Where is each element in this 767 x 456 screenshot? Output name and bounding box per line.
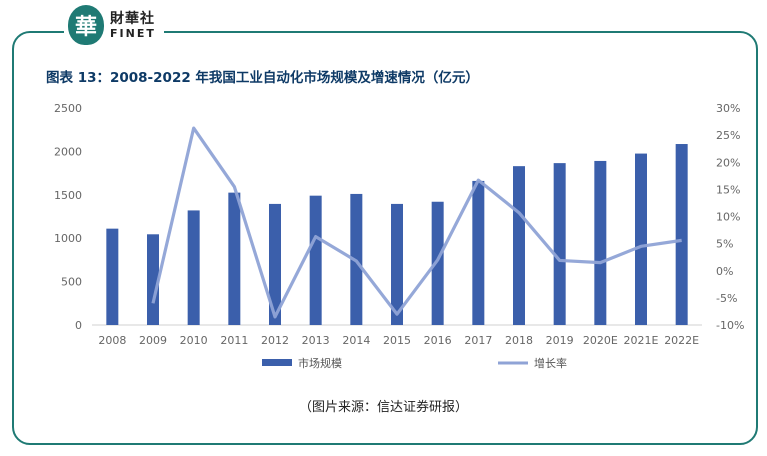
y-left-tick-label: 1500 [54,189,82,202]
y-right-tick-label: 30% [716,102,740,115]
bar-market-size [269,203,281,325]
x-tick-label: 2015 [383,334,411,347]
y-right-tick-label: 0% [716,265,733,278]
x-tick-label: 2020E [583,334,618,347]
y-right-tick-label: -5% [716,292,737,305]
bar-market-size [391,203,403,325]
bar-market-size [106,228,119,325]
legend-label-market-size: 市场规模 [298,356,342,370]
bar-market-size [635,153,647,325]
x-tick-label: 2022E [664,334,699,347]
x-tick-label: 2017 [464,334,492,347]
y-right-tick-label: 20% [716,156,740,169]
growth-rate-line [151,126,682,319]
x-tick-label: 2010 [180,334,208,347]
x-tick-label: 2012 [261,334,289,347]
bar-market-size [553,163,566,325]
bar-market-size [147,234,159,325]
y-left-tick-label: 1000 [54,232,82,245]
y-right-tick-label: 15% [716,183,740,196]
bar-market-size [431,201,444,325]
x-tick-label: 2021E [624,334,659,347]
x-tick-label: 2019 [546,334,574,347]
chart-frame [12,31,758,445]
x-tick-label: 2013 [302,334,330,347]
y-left-tick-label: 0 [75,319,82,332]
finet-logo: 華 財華社 FINET [64,4,164,46]
bar-market-size [228,192,241,325]
y-left-tick-label: 2500 [54,102,82,115]
y-right-tick-label: -10% [716,319,744,332]
bar-market-size [472,180,485,325]
x-tick-label: 2014 [342,334,370,347]
y-right-tick-label: 10% [716,211,740,224]
x-tick-label: 2009 [139,334,167,347]
legend-label-growth-rate: 增长率 [534,356,567,370]
legend-swatch-market-size [262,359,292,366]
y-right-tick-label: 5% [716,238,733,251]
bar-market-size [675,144,688,325]
x-tick-label: 2008 [98,334,126,347]
chart-title: 图表 13：2008-2022 年我国工业自动化市场规模及增速情况（亿元） [46,70,479,86]
logo-cn-text: 財華社 [110,10,155,27]
x-tick-label: 2011 [220,334,248,347]
bar-market-size [309,195,322,325]
y-left-tick-label: 500 [61,276,82,289]
bar-market-size [187,210,200,325]
x-tick-label: 2018 [505,334,533,347]
bar-market-size [513,166,525,325]
logo-en-text: FINET [110,26,156,40]
y-right-tick-label: 25% [716,129,740,142]
bar-market-size [594,160,607,325]
y-left-tick-label: 2000 [54,145,82,158]
x-tick-label: 2016 [424,334,452,347]
source-note: （图片来源：信达证券研报） [298,400,468,415]
logo-mark: 華 [68,5,104,45]
